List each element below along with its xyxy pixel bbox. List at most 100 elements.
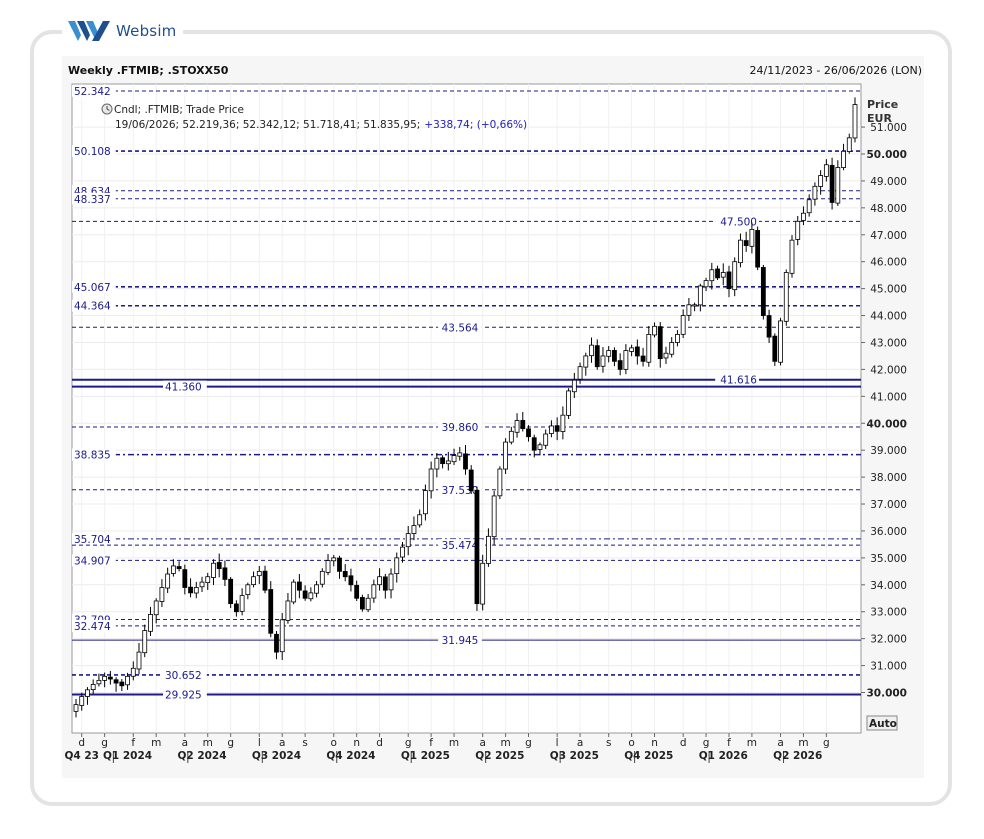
- candle[interactable]: [486, 528, 491, 567]
- candle[interactable]: [669, 337, 675, 358]
- candle[interactable]: [801, 206, 806, 226]
- candle[interactable]: [216, 553, 222, 578]
- candle[interactable]: [520, 411, 526, 432]
- candle[interactable]: [417, 509, 423, 528]
- candle[interactable]: [612, 347, 617, 367]
- candle[interactable]: [783, 269, 789, 326]
- candle[interactable]: [778, 317, 783, 366]
- candle[interactable]: [79, 692, 85, 711]
- candle[interactable]: [657, 322, 663, 368]
- candle[interactable]: [199, 576, 205, 592]
- candle[interactable]: [130, 661, 136, 681]
- candle[interactable]: [852, 97, 858, 143]
- candle[interactable]: [806, 194, 812, 217]
- candle[interactable]: [274, 631, 279, 660]
- candle[interactable]: [755, 226, 761, 271]
- candle[interactable]: [405, 525, 411, 556]
- candle[interactable]: [188, 578, 193, 598]
- candle[interactable]: [159, 579, 165, 607]
- candle[interactable]: [823, 159, 829, 182]
- candle[interactable]: [772, 333, 778, 366]
- candle[interactable]: [594, 339, 600, 370]
- candle[interactable]: [497, 466, 503, 500]
- candle[interactable]: [451, 448, 457, 466]
- candle[interactable]: [113, 677, 119, 692]
- candle[interactable]: [394, 552, 400, 583]
- candle[interactable]: [153, 598, 159, 624]
- candle[interactable]: [623, 344, 629, 375]
- candle[interactable]: [680, 309, 686, 339]
- candle[interactable]: [348, 568, 354, 592]
- candle[interactable]: [262, 565, 268, 594]
- candle[interactable]: [726, 265, 732, 298]
- candle[interactable]: [136, 643, 142, 675]
- candle[interactable]: [480, 554, 486, 611]
- candle[interactable]: [629, 344, 635, 357]
- candle[interactable]: [675, 330, 680, 347]
- auto-scale-button[interactable]: Auto: [866, 715, 898, 731]
- candle[interactable]: [222, 560, 228, 587]
- candle[interactable]: [760, 264, 766, 320]
- candle[interactable]: [319, 568, 325, 588]
- candle[interactable]: [468, 465, 474, 495]
- candle[interactable]: [245, 582, 251, 600]
- candle[interactable]: [617, 353, 623, 376]
- candle[interactable]: [337, 555, 342, 579]
- candle[interactable]: [182, 564, 188, 595]
- candle[interactable]: [491, 490, 497, 546]
- candle[interactable]: [543, 429, 549, 450]
- candle[interactable]: [789, 235, 795, 278]
- candle[interactable]: [165, 567, 171, 594]
- candle[interactable]: [531, 434, 537, 458]
- candle[interactable]: [434, 452, 440, 478]
- candle[interactable]: [818, 170, 824, 195]
- candle[interactable]: [841, 143, 846, 171]
- candle[interactable]: [148, 606, 153, 636]
- candle[interactable]: [325, 554, 331, 576]
- candle[interactable]: [503, 438, 508, 475]
- candle[interactable]: [463, 445, 468, 475]
- candle[interactable]: [119, 679, 125, 692]
- candle[interactable]: [296, 574, 302, 599]
- candle[interactable]: [251, 571, 256, 588]
- candle[interactable]: [743, 231, 749, 252]
- candle[interactable]: [176, 561, 182, 572]
- candle[interactable]: [85, 687, 90, 705]
- candle[interactable]: [663, 346, 669, 364]
- candle[interactable]: [749, 222, 755, 254]
- candle[interactable]: [170, 559, 176, 577]
- candle[interactable]: [589, 337, 594, 363]
- candle[interactable]: [239, 588, 245, 616]
- candle[interactable]: [331, 554, 337, 567]
- candle[interactable]: [107, 671, 113, 685]
- candle[interactable]: [652, 322, 657, 338]
- candle[interactable]: [96, 673, 102, 687]
- candle[interactable]: [233, 600, 239, 617]
- candle[interactable]: [812, 182, 818, 206]
- candle[interactable]: [302, 585, 308, 601]
- candle[interactable]: [537, 442, 543, 456]
- candle[interactable]: [142, 624, 148, 658]
- candle[interactable]: [256, 565, 262, 584]
- candle[interactable]: [205, 572, 211, 590]
- candle[interactable]: [709, 262, 715, 290]
- candle[interactable]: [795, 215, 801, 246]
- candle[interactable]: [829, 157, 835, 210]
- candle[interactable]: [428, 461, 434, 499]
- candle[interactable]: [554, 417, 560, 441]
- candle[interactable]: [640, 347, 646, 367]
- candle[interactable]: [697, 283, 703, 312]
- candle[interactable]: [835, 160, 841, 206]
- candle[interactable]: [692, 302, 698, 312]
- candle[interactable]: [400, 542, 405, 563]
- candle[interactable]: [285, 592, 291, 624]
- candle[interactable]: [354, 580, 360, 601]
- candle[interactable]: [600, 347, 606, 373]
- candle[interactable]: [686, 297, 692, 321]
- candle[interactable]: [514, 413, 520, 438]
- candle[interactable]: [268, 581, 274, 638]
- candle[interactable]: [526, 425, 531, 442]
- candle[interactable]: [715, 265, 720, 281]
- candle[interactable]: [371, 579, 377, 603]
- candle[interactable]: [388, 568, 394, 599]
